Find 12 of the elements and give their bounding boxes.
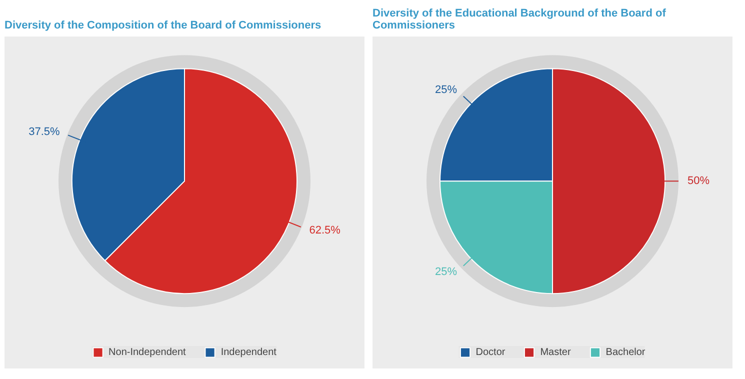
data-label: 62.5% [309,224,341,236]
legend-label: Doctor [476,346,506,358]
chart-title: Diversity of the Educational Background of the Board of Commissioners [372,8,666,32]
data-label: 37.5% [28,126,60,138]
data-label: 25% [435,266,458,278]
data-label: 25% [435,84,458,96]
legend-label: Bachelor [606,346,646,358]
legend-label: Independent [220,346,276,358]
chart-title: Diversity of the Composition of the Board of Commissioners [4,20,322,32]
legend-label: Non-Independent [108,346,186,358]
legend-label: Master [540,346,571,358]
data-label: 50% [688,175,710,188]
